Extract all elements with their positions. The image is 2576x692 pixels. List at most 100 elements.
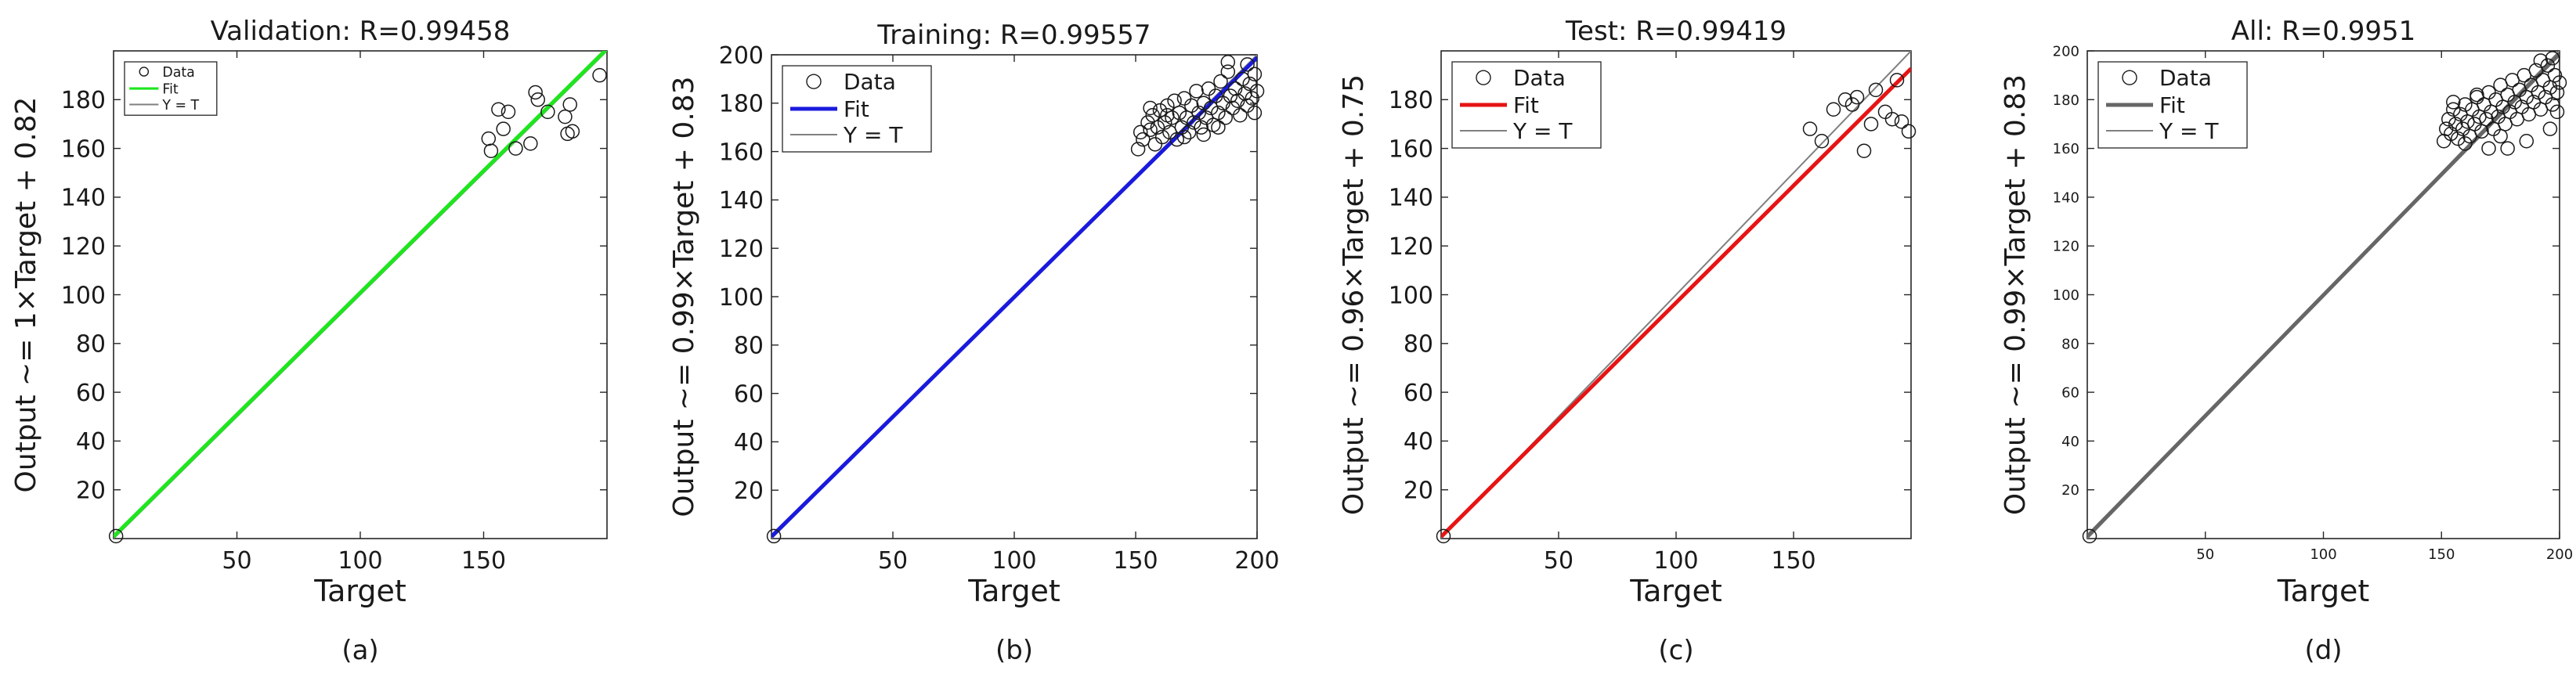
data-point xyxy=(528,85,543,100)
legend-data-marker xyxy=(806,74,822,89)
legend-label-identity: Y = T xyxy=(2159,118,2219,144)
x-tick-label: 200 xyxy=(2546,546,2573,563)
data-point xyxy=(2500,141,2515,156)
data-point xyxy=(1247,67,1263,81)
x-tick-label: 150 xyxy=(1771,547,1815,575)
data-point xyxy=(1901,124,1917,139)
data-point xyxy=(2533,53,2549,68)
y-tick-label: 60 xyxy=(76,380,106,407)
data-point xyxy=(523,136,538,151)
x-tick-label: 150 xyxy=(461,547,506,575)
data-point xyxy=(1184,98,1199,114)
data-point xyxy=(1157,115,1172,130)
data-point xyxy=(1136,132,1151,147)
data-point xyxy=(1203,100,1219,116)
data-point xyxy=(1201,81,1216,96)
data-point xyxy=(2439,121,2454,136)
panel-label: (d) xyxy=(2304,635,2342,666)
legend-data-marker xyxy=(1476,70,1491,85)
x-tick-label: 100 xyxy=(1653,547,1698,575)
data-point xyxy=(2458,136,2473,151)
data-point xyxy=(1220,64,1236,79)
data-point xyxy=(2549,85,2565,100)
data-point xyxy=(496,121,511,136)
y-tick-label: 120 xyxy=(719,236,764,263)
y-tick-label: 20 xyxy=(1404,478,1433,505)
data-point xyxy=(1133,124,1148,140)
data-point xyxy=(2082,528,2097,544)
data-points xyxy=(2082,51,2567,544)
data-point xyxy=(1179,110,1194,125)
x-tick-label: 100 xyxy=(2310,546,2336,563)
data-point xyxy=(1213,74,1228,89)
y-tick-label: 40 xyxy=(2061,434,2079,450)
y-tick-label: 100 xyxy=(1389,282,1433,309)
fit-line xyxy=(1441,67,1911,539)
y-tick-label: 180 xyxy=(719,91,764,118)
chart-title: Training: R=0.99557 xyxy=(876,20,1151,51)
x-axis-label: Target xyxy=(967,574,1060,608)
data-points xyxy=(1436,73,1917,544)
data-point xyxy=(1220,55,1236,70)
data-point xyxy=(1209,88,1223,103)
y-tick-label: 60 xyxy=(1404,380,1433,407)
data-point xyxy=(1145,108,1160,123)
y-tick-label: 80 xyxy=(1404,331,1433,359)
data-point xyxy=(1849,89,1865,105)
x-axis-label: Target xyxy=(313,574,406,608)
x-tick-label: 100 xyxy=(338,547,382,575)
x-tick-label: 150 xyxy=(1113,547,1158,575)
y-tick-label: 160 xyxy=(1389,135,1433,163)
data-point xyxy=(1181,124,1197,140)
y-tick-label: 140 xyxy=(61,185,106,212)
data-point xyxy=(1863,117,1879,132)
x-axis-label: Target xyxy=(2277,574,2370,608)
data-point xyxy=(1189,84,1204,99)
x-tick-label: 150 xyxy=(2428,546,2455,563)
data-point xyxy=(1174,120,1190,135)
data-point xyxy=(1198,110,1214,125)
legend-data-marker xyxy=(139,67,150,77)
y-axis-label: Output ~= 0.96×Target + 0.75 xyxy=(1338,74,1370,515)
data-point xyxy=(565,124,580,139)
data-point xyxy=(1802,121,1818,136)
y-tick-label: 160 xyxy=(2053,141,2079,157)
data-point xyxy=(1894,114,1909,129)
legend-label-fit: Fit xyxy=(844,96,869,122)
panel-label: (b) xyxy=(995,635,1033,666)
data-point xyxy=(2458,97,2473,112)
y-tick-label: 160 xyxy=(61,135,106,163)
x-axis-label: Target xyxy=(1629,574,1722,608)
x-tick-label: 100 xyxy=(992,547,1036,575)
data-point xyxy=(530,92,546,107)
x-tick-label: 50 xyxy=(878,547,908,575)
data-point xyxy=(592,67,607,83)
data-points xyxy=(766,55,1265,544)
data-point xyxy=(1143,100,1158,116)
data-point xyxy=(2479,111,2494,127)
data-point xyxy=(1235,71,1250,87)
data-point xyxy=(1240,98,1255,114)
y-tick-label: 80 xyxy=(2061,336,2079,352)
chart-panel-3: 50 100 150 20 40 60 80 100 120 140 160 180 DataFitY … xyxy=(1338,16,1917,666)
data-point xyxy=(1247,105,1263,121)
data-point xyxy=(508,141,523,156)
data-point xyxy=(1176,129,1192,145)
legend-label-identity: Y = T xyxy=(843,122,903,148)
data-point xyxy=(2474,124,2489,139)
legend-label-fit: Fit xyxy=(1513,92,1539,118)
y-tick-label: 100 xyxy=(2053,287,2079,304)
data-point xyxy=(1249,84,1265,99)
data-point xyxy=(500,104,516,120)
data-point xyxy=(1167,93,1182,108)
chart-lines xyxy=(2087,51,2560,539)
data-point xyxy=(1216,96,1230,111)
y-tick-label: 40 xyxy=(734,429,764,456)
y-tick-label: 200 xyxy=(2053,43,2079,59)
fit-line xyxy=(114,51,607,539)
y-tick-label: 40 xyxy=(76,428,106,456)
y-tick-label: 180 xyxy=(2053,92,2079,109)
chart-title: Test: R=0.99419 xyxy=(1565,16,1787,47)
